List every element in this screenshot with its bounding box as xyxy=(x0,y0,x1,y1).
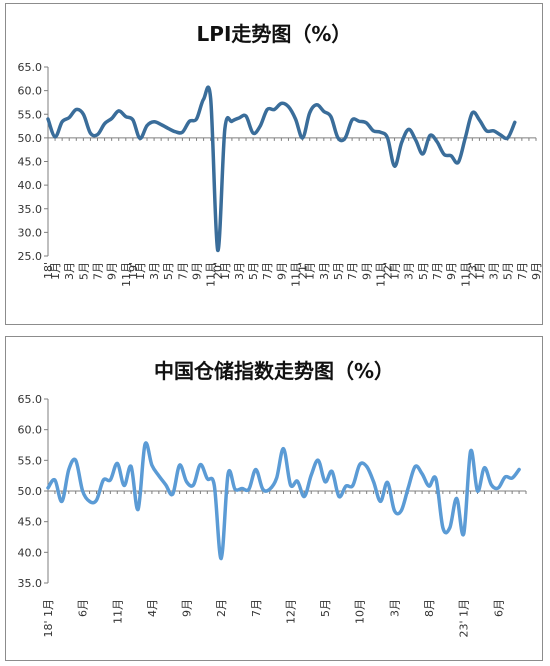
chart-0-y-tick-label: 45.0 xyxy=(18,156,43,169)
chart-1-y-tick-label: 40.0 xyxy=(18,546,43,559)
chart-0-x-tick-label: 22' xyxy=(381,262,394,279)
chart-0-x-tick-label: 23' xyxy=(466,262,479,279)
chart-1-x-tick-label: 23' 1月 xyxy=(458,599,471,638)
warehouse-chart-title: 中国仓储指数走势图（%） xyxy=(153,359,395,383)
chart-1-y-tick-label: 45.0 xyxy=(18,516,43,529)
chart-0-x-tick-label: 11月 xyxy=(459,262,472,287)
chart-1-y-tick-label: 35.0 xyxy=(18,577,43,590)
chart-0-x-tick-label: 11月 xyxy=(120,262,133,287)
chart-1-y-tick-label: 65.0 xyxy=(18,393,43,406)
chart-0-x-tick-label: 1月 xyxy=(304,262,317,280)
chart-0-y-tick-label: 40.0 xyxy=(18,179,43,192)
lpi-chart-title: LPI走势图（%） xyxy=(196,22,352,46)
chart-0-y-tick-label: 65.0 xyxy=(18,61,43,74)
chart-1-x-tick-label: 6月 xyxy=(492,599,505,617)
chart-1-x-tick-label: 7月 xyxy=(250,599,263,617)
chart-0-y-tick-label: 50.0 xyxy=(18,132,43,145)
chart-0-x-tick-label: 7月 xyxy=(431,262,444,280)
chart-1-x-tick-label: 12月 xyxy=(284,599,297,624)
chart-1-x-tick-label: 11月 xyxy=(111,599,124,624)
chart-1-series-line xyxy=(46,441,521,561)
chart-0-x-tick-label: 3月 xyxy=(63,262,76,280)
chart-1-y-tick-label: 50.0 xyxy=(18,485,43,498)
lpi-chart-panel: LPI走势图（%） 25.0 30.0 35.0 40.0 45.0 50.0 55.0 60… xyxy=(5,3,543,325)
chart-0-x-tick-label: 21' xyxy=(297,262,310,279)
chart-0-x-tick-label: 7月 xyxy=(176,262,189,280)
chart-0-x-tick-label: 3月 xyxy=(403,262,416,280)
chart-0-x-tick-label: 7月 xyxy=(92,262,105,280)
chart-0-x-tick-label: 1月 xyxy=(49,262,62,280)
chart-0-x-tick-label: 5月 xyxy=(247,262,260,280)
chart-1-x-tick-label: 10月 xyxy=(354,599,367,624)
chart-0-x-tick-label: 1月 xyxy=(473,262,486,280)
chart-0-y-tick-label: 30.0 xyxy=(18,226,43,239)
chart-1-y-tick-label: 60.0 xyxy=(18,424,43,437)
chart-0-y-tick-label: 25.0 xyxy=(18,250,43,263)
chart-0-x-tick-label: 3月 xyxy=(233,262,246,280)
chart-0-x-tick-label: 11月 xyxy=(205,262,218,287)
chart-0-x-tick-label: 5月 xyxy=(332,262,345,280)
chart-0-series-line xyxy=(46,85,517,253)
chart-0-x-tick-label: 1月 xyxy=(389,262,402,280)
warehouse-chart-panel: 中国仓储指数走势图（%） 35.0 40.0 45.0 50.0 55.0 60.0 65.… xyxy=(5,336,543,661)
chart-0-x-tick-label: 3月 xyxy=(488,262,501,280)
lpi-chart-svg: 25.030.035.040.045.050.055.060.065.018'1… xyxy=(18,61,544,287)
chart-0-y-tick-label: 35.0 xyxy=(18,203,43,216)
chart-1-x-tick-label: 8月 xyxy=(423,599,436,617)
chart-0-x-tick-label: 7月 xyxy=(261,262,274,280)
chart-0-x-tick-label: 5月 xyxy=(162,262,175,280)
chart-0-x-tick-label: 7月 xyxy=(346,262,359,280)
chart-0-x-tick-label: 9月 xyxy=(445,262,458,280)
chart-0-y-tick-label: 55.0 xyxy=(18,108,43,121)
chart-1-x-tick-label: 4月 xyxy=(146,599,159,617)
warehouse-chart-svg: 35.0 40.0 45.0 50.0 55.0 60.0 65.0 18' 1月 6月 11月 4… xyxy=(18,393,527,638)
chart-0-x-tick-label: 19' xyxy=(127,262,140,279)
chart-0-x-tick-label: 11月 xyxy=(374,262,387,287)
chart-0-x-tick-label: 9月 xyxy=(275,262,288,280)
chart-1-x-tick-label: 9月 xyxy=(181,599,194,617)
chart-0-x-tick-label: 9月 xyxy=(530,262,543,280)
chart-1-x-tick-label: 2月 xyxy=(215,599,228,617)
chart-1-x-tick-label: 6月 xyxy=(77,599,90,617)
chart-0-x-tick-label: 9月 xyxy=(191,262,204,280)
chart-0-x-tick-label: 3月 xyxy=(148,262,161,280)
chart-0-x-tick-label: 5月 xyxy=(77,262,90,280)
chart-1-x-tick-label: 18' 1月 xyxy=(42,599,55,638)
chart-0-x-tick-label: 9月 xyxy=(106,262,119,280)
chart-0-x-tick-label: 7月 xyxy=(516,262,529,280)
chart-1-y-tick-label: 55.0 xyxy=(18,454,43,467)
chart-0-x-tick-label: 1月 xyxy=(134,262,147,280)
chart-0-x-tick-label: 5月 xyxy=(417,262,430,280)
chart-0-x-tick-label: 20' xyxy=(212,262,225,279)
chart-0-x-tick-label: 9月 xyxy=(360,262,373,280)
chart-1-x-tick-label: 5月 xyxy=(319,599,332,617)
chart-0-x-tick-label: 1月 xyxy=(219,262,232,280)
chart-0-x-tick-label: 3月 xyxy=(318,262,331,280)
chart-0-x-tick-label: 18' xyxy=(42,262,55,279)
chart-0-x-tick-label: 5月 xyxy=(502,262,515,280)
chart-0-y-tick-label: 60.0 xyxy=(18,85,43,98)
chart-1-x-tick-label: 3月 xyxy=(388,599,401,617)
chart-0-x-tick-label: 11月 xyxy=(290,262,303,287)
